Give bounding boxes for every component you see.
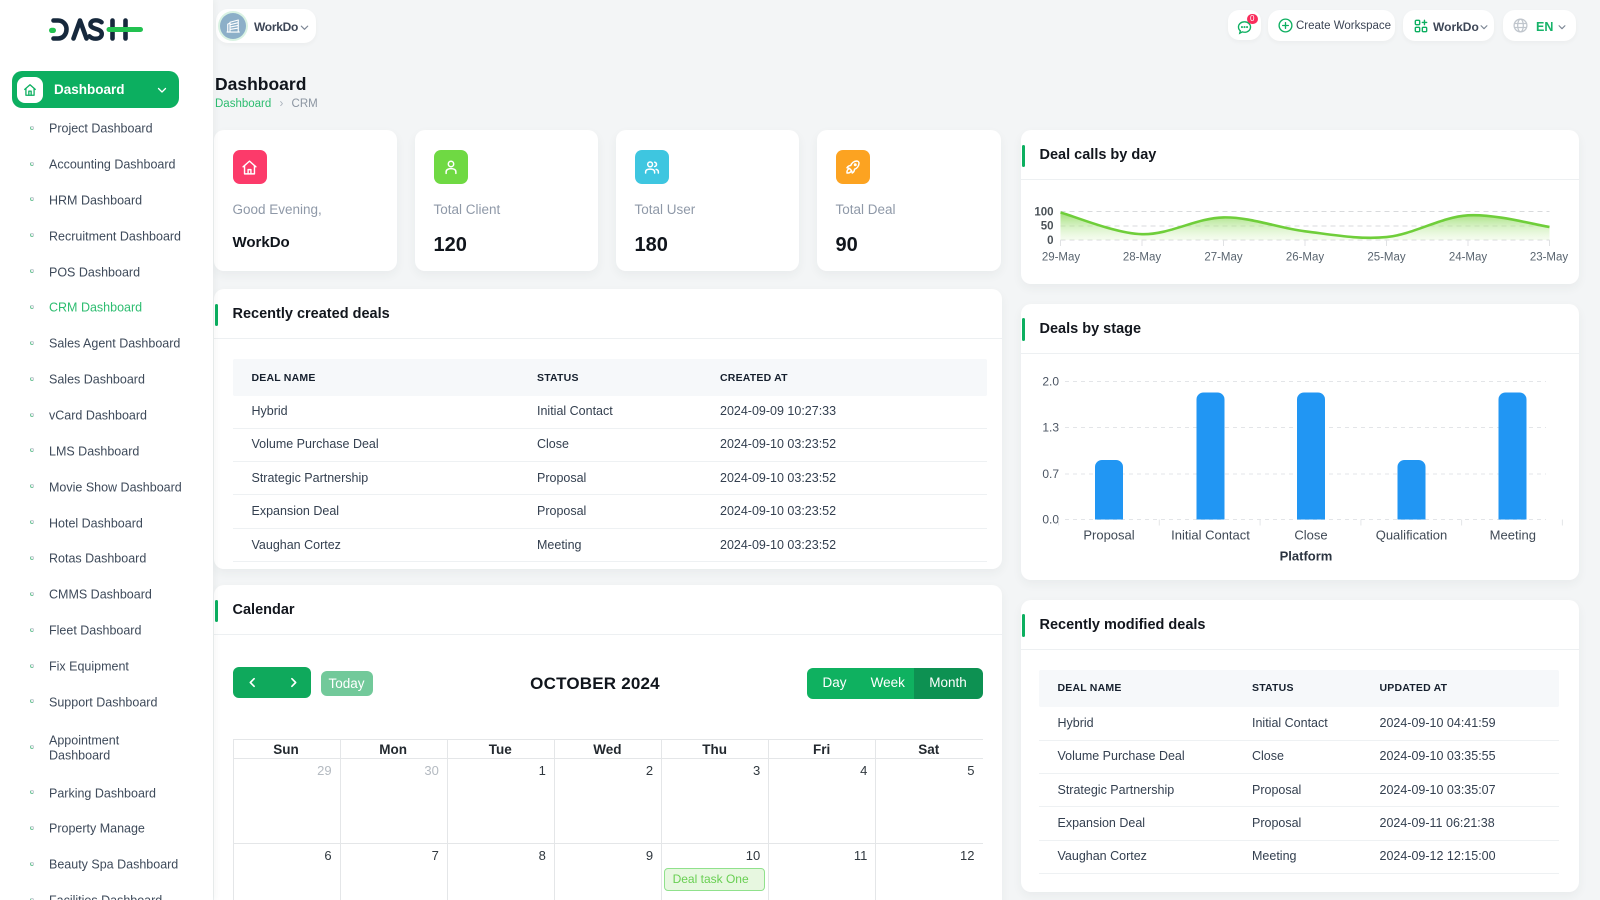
svg-text:50: 50: [1040, 221, 1053, 233]
svg-text:Initial Contact: Initial Contact: [1171, 527, 1250, 542]
svg-text:2.0: 2.0: [1042, 374, 1059, 388]
svg-text:Close: Close: [1294, 527, 1327, 542]
svg-text:25-May: 25-May: [1367, 252, 1406, 264]
svg-text:26-May: 26-May: [1285, 252, 1324, 264]
svg-text:24-May: 24-May: [1448, 252, 1487, 264]
svg-text:0.7: 0.7: [1042, 467, 1059, 481]
svg-text:27-May: 27-May: [1204, 252, 1243, 264]
svg-text:0: 0: [1047, 235, 1053, 247]
svg-text:23-May: 23-May: [1529, 252, 1568, 264]
svg-text:Platform: Platform: [1279, 548, 1332, 563]
svg-text:Qualification: Qualification: [1375, 527, 1447, 542]
svg-text:1.3: 1.3: [1042, 420, 1059, 434]
svg-text:0.0: 0.0: [1042, 512, 1059, 526]
svg-text:28-May: 28-May: [1122, 252, 1161, 264]
svg-text:Meeting: Meeting: [1489, 527, 1535, 542]
svg-text:Proposal: Proposal: [1083, 527, 1134, 542]
svg-text:29-May: 29-May: [1041, 252, 1080, 264]
svg-text:100: 100: [1034, 207, 1053, 219]
